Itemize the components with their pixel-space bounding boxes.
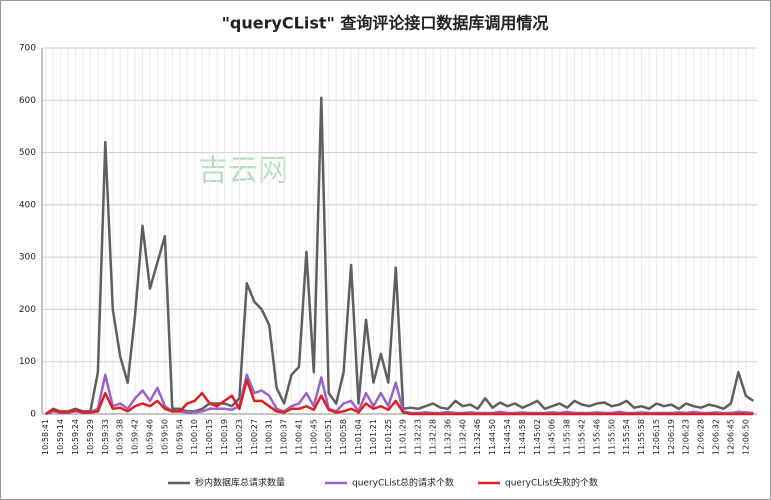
y-tick-label: 600	[19, 96, 36, 106]
x-tick-label: 12:06:15	[652, 419, 661, 455]
x-tick-label: 12:06:23	[682, 419, 691, 455]
x-tick-label: 10:59:14	[56, 419, 65, 455]
x-tick-label: 11:00:31	[265, 419, 274, 455]
x-tick-label: 10:58:41	[41, 419, 50, 455]
x-tick-label: 11:32:36	[443, 419, 452, 455]
x-tick-label: 12:06:32	[712, 419, 721, 455]
x-tick-label: 11:01:21	[369, 419, 378, 455]
x-tick-label: 11:32:28	[429, 419, 438, 455]
legend-label: queryCList失败的个数	[505, 477, 598, 489]
x-tick-label: 11:00:45	[309, 419, 318, 455]
x-tick-label: 11:00:19	[220, 419, 229, 455]
y-tick-label: 0	[30, 410, 36, 420]
x-tick-label: 11:45:02	[533, 419, 542, 455]
x-tick-label: 11:32:40	[458, 419, 467, 455]
series-line	[45, 378, 754, 416]
y-tick-label: 400	[19, 200, 36, 210]
x-tick-label: 10:59:33	[101, 419, 110, 455]
x-tick-label: 10:59:54	[175, 419, 184, 455]
x-tick-label: 11:55:38	[563, 419, 572, 455]
x-tick-label: 12:06:28	[697, 419, 706, 455]
x-tick-label: 11:00:27	[250, 419, 259, 455]
x-tick-label: 11:44:58	[518, 419, 527, 455]
x-tick-label: 11:55:50	[607, 419, 616, 455]
x-tick-label: 12:06:19	[667, 419, 676, 455]
x-tick-label: 11:55:46	[592, 419, 601, 455]
x-tick-label: 11:44:54	[503, 419, 512, 455]
x-tick-label: 10:59:38	[116, 419, 125, 455]
x-tick-label: 11:55:54	[622, 419, 631, 455]
x-tick-label: 11:45:06	[548, 419, 557, 455]
x-tick-label: 11:01:04	[354, 419, 363, 455]
x-tick-label: 11:01:25	[384, 419, 393, 455]
x-tick-label: 10:59:24	[71, 419, 80, 455]
y-tick-label: 100	[19, 357, 36, 367]
chart-title: "queryCList" 查询评论接口数据库调用情况	[222, 14, 549, 33]
x-tick-label: 11:01:29	[399, 419, 408, 455]
y-tick-label: 500	[19, 148, 36, 158]
x-tick-label: 11:55:42	[577, 419, 586, 455]
series-line	[44, 96, 755, 416]
y-tick-label: 200	[19, 305, 36, 315]
x-tick-label: 10:59:46	[145, 419, 154, 455]
x-tick-label: 11:00:23	[235, 419, 244, 455]
x-tick-label: 10:59:50	[160, 419, 169, 455]
x-tick-label: 11:00:51	[324, 419, 333, 455]
x-tick-label: 10:59:29	[86, 419, 95, 455]
watermark: 吉云网	[198, 154, 288, 189]
legend-label: 秒内数据库总请求数量	[195, 477, 285, 489]
legend-label: queryCList总的请求个数	[352, 477, 454, 489]
x-tick-label: 11:32:23	[414, 419, 423, 455]
x-tick-label: 11:00:10	[190, 419, 199, 455]
x-tick-label: 11:00:15	[205, 419, 214, 455]
x-tick-label: 11:44:50	[488, 419, 497, 455]
x-tick-label: 11:32:46	[473, 419, 482, 455]
y-tick-label: 700	[19, 44, 36, 54]
x-tick-label: 12:06:45	[726, 419, 735, 455]
x-tick-label: 11:00:37	[280, 419, 289, 455]
x-tick-label: 10:59:42	[131, 419, 140, 455]
x-tick-label: 11:00:41	[294, 419, 303, 455]
y-tick-label: 300	[19, 253, 36, 263]
x-tick-label: 11:00:58	[339, 419, 348, 455]
x-tick-label: 11:55:58	[637, 419, 646, 455]
x-tick-label: 12:06:50	[741, 419, 750, 455]
